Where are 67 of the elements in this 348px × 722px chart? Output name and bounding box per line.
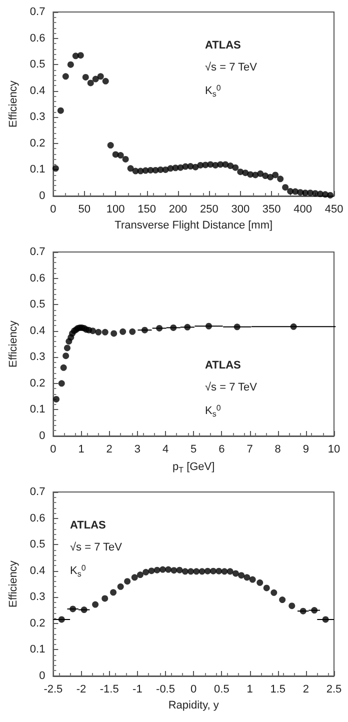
y-tick-label: 0.1: [30, 404, 46, 416]
x-tick-label: 100: [106, 204, 125, 216]
y-tick-label: 0.1: [30, 644, 46, 656]
x-tick-label: 2: [302, 684, 309, 696]
x-tick-label: 1: [246, 684, 253, 696]
annotation: √s = 7 TeV: [205, 62, 258, 74]
y-tick-label: 0.3: [30, 591, 46, 604]
y-tick-label: 0.3: [30, 351, 46, 364]
y-tick-label: 0.5: [30, 58, 46, 71]
x-tick-label: 0: [50, 204, 56, 216]
y-tick-label: 0.3: [30, 111, 46, 124]
x-tick-label: 400: [294, 204, 312, 216]
x-tick-label: 4: [162, 444, 169, 456]
y-axis-title: Efficiency: [8, 320, 20, 368]
x-tick-label: -1.5: [100, 684, 119, 696]
y-tick-label: 0.6: [30, 512, 46, 524]
x-tick-label: 0: [50, 444, 56, 456]
y-tick-label: 0.7: [30, 246, 46, 258]
x-tick-label: 2: [106, 444, 112, 456]
y-tick-label: 0.7: [30, 6, 46, 18]
y-axis-title: Efficiency: [8, 80, 20, 128]
x-tick-label: 350: [262, 204, 281, 216]
y-tick-label: 0.4: [30, 84, 46, 97]
x-tick-label: 0: [190, 684, 197, 696]
x-tick-label: 450: [324, 204, 344, 216]
y-tick-label: 0.5: [30, 538, 46, 551]
x-tick-label: 5: [190, 444, 197, 456]
x-tick-label: 300: [231, 204, 250, 216]
x-tick-label: 10: [328, 444, 340, 456]
x-tick-label: 250: [200, 204, 218, 216]
x-tick-label: 1: [78, 444, 84, 456]
x-tick-label: -2.5: [44, 684, 63, 696]
x-tick-label: 1.5: [270, 684, 286, 696]
y-tick-label: 0: [39, 190, 46, 202]
y-tick-label: 0.6: [30, 272, 46, 284]
y-tick-label: 0.2: [30, 377, 46, 390]
x-axis-title: Rapidity, y: [168, 700, 220, 712]
x-tick-label: 9: [302, 444, 309, 456]
y-axis-title: Efficiency: [8, 560, 20, 608]
annotation: √s = 7 TeV: [205, 382, 258, 394]
x-tick-label: 8: [274, 444, 281, 456]
x-tick-label: 7: [246, 444, 253, 456]
y-tick-label: 0.2: [30, 137, 46, 150]
y-tick-label: 0: [39, 670, 46, 682]
annotation: √s = 7 TeV: [70, 542, 123, 554]
y-tick-label: 0.2: [30, 617, 46, 630]
x-tick-label: 150: [138, 204, 156, 216]
y-tick-label: 0.6: [30, 32, 46, 44]
x-tick-label: 0.5: [214, 684, 230, 696]
x-tick-label: -0.5: [156, 684, 175, 696]
annotation: ATLAS: [205, 360, 241, 372]
y-tick-label: 0.7: [30, 486, 46, 498]
x-tick-label: 50: [78, 204, 91, 216]
annotation: ATLAS: [70, 520, 106, 532]
x-axis-title: Transverse Flight Distance [mm]: [114, 220, 273, 232]
annotation: ATLAS: [205, 40, 241, 52]
y-tick-label: 0.4: [30, 564, 46, 577]
y-tick-label: 0: [39, 430, 46, 442]
x-tick-label: 2.5: [326, 684, 342, 696]
x-tick-label: -2: [76, 684, 86, 696]
x-tick-label: 200: [168, 204, 188, 216]
x-tick-label: -1: [132, 684, 142, 696]
y-tick-label: 0.5: [30, 298, 46, 311]
x-tick-label: 3: [134, 444, 140, 456]
x-tick-label: 6: [218, 444, 225, 456]
y-tick-label: 0.1: [30, 164, 46, 176]
y-tick-label: 0.4: [30, 324, 46, 337]
